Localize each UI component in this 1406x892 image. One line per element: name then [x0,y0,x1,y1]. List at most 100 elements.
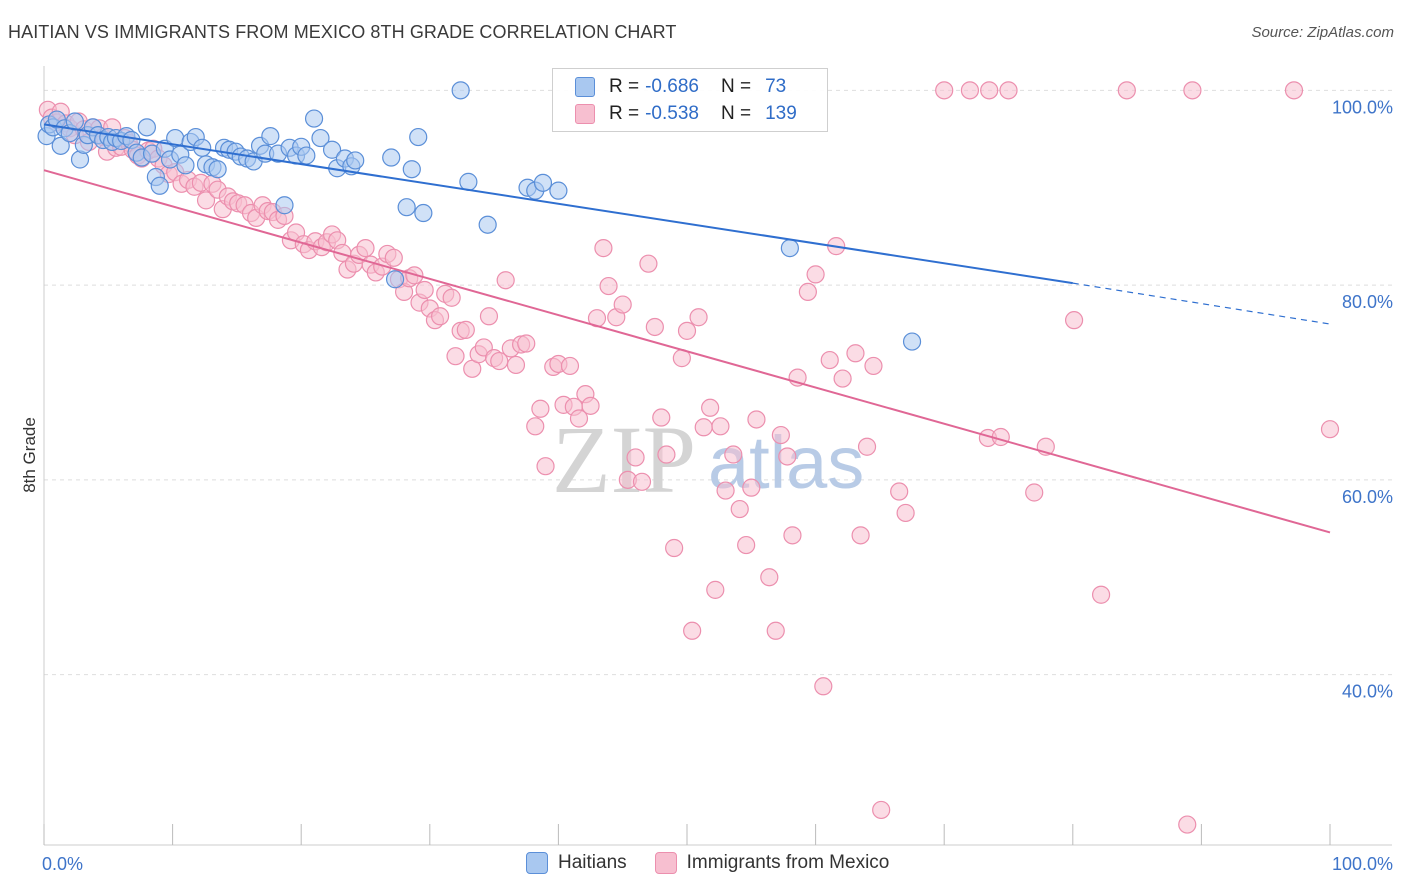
haitian-point [176,156,195,175]
haitian-point [414,203,433,223]
trend-line-pink [43,169,1331,534]
legend-r-value: -0.538 [645,103,699,124]
mexico-point [820,350,839,370]
mexico-point [677,321,697,340]
haitian-point [385,270,405,289]
legend-r-label: R = [609,103,640,124]
mexico-point [771,425,790,445]
haitian-point [459,172,478,191]
legend-item-haitians[interactable]: Haitians [526,852,627,874]
mexico-point [694,418,713,437]
mexico-point [442,288,461,307]
trend-line-blue [43,123,1073,285]
mexico-point [645,317,664,337]
mexico-point [531,399,550,418]
mexico-point [496,271,515,290]
mexico-point [960,81,980,100]
mexico-point [665,538,684,558]
haitian-point [478,215,497,234]
legend-row-mexico: R = -0.538 N = 139 [575,101,797,127]
haitian-point [275,196,294,215]
mexico-point [536,457,555,476]
haitian-point [150,176,169,195]
mexico-point [783,526,802,545]
haitian-point [402,160,421,179]
x-tick-label: 100.0% [1332,854,1393,874]
mexico-point [798,282,817,302]
mexico-point [446,347,465,366]
mexico-point [760,568,779,587]
mexico-point [778,447,797,466]
legend-item-mexico[interactable]: Immigrants from Mexico [654,852,890,874]
mexico-point [196,191,216,210]
mexico-point [1117,81,1136,100]
mexico-point [766,621,785,640]
haitian-point [451,81,470,100]
mexico-point [415,280,434,300]
legend-n-label: N = [720,76,752,97]
mexico-point [632,472,652,491]
haitian-point [780,238,799,258]
mexico-point [814,677,833,696]
haitian-point [261,127,280,146]
legend-swatch-mexico [654,852,677,874]
mexico-point [456,320,475,339]
mexico-point [730,499,749,519]
mexico-point [833,369,852,388]
haitian-point [902,332,922,351]
series-legend: Haitians Immigrants from Mexico [526,852,917,874]
legend-label-haitians: Haitians [558,852,627,873]
mexico-point [851,526,870,545]
y-axis-title: 8th Grade [20,417,39,493]
mexico-point [1178,815,1197,834]
mexico-point [980,81,999,100]
mexico-point [1284,81,1304,100]
axes [43,66,1392,846]
mexico-point [626,448,645,467]
mexico-point [747,410,766,429]
haitian-point [304,109,324,128]
mexico-point [935,81,954,100]
mexico-point [594,238,613,258]
legend-swatch-mexico [575,104,595,124]
legend-n-value: 139 [765,103,797,124]
mexico-point [846,344,865,363]
mexico-point [356,238,375,258]
haitian-point [549,181,568,200]
legend-swatch-haitians [575,77,595,97]
mexico-point [689,308,708,327]
y-tick-label: 60.0% [1342,487,1393,507]
haitian-point [382,148,401,167]
legend-label-mexico: Immigrants from Mexico [686,852,890,873]
mexico-point [581,396,600,415]
mexico-point [1025,483,1044,502]
haitian-point [322,140,342,159]
haitian-point [346,151,365,170]
trend-line-extension-blue [1072,282,1331,325]
mexico-point [683,621,702,640]
mexico-point [890,482,909,501]
mexico-point [1064,311,1084,330]
mexico-point [1320,420,1340,439]
legend-swatch-haitians [526,852,548,874]
axis-labels: 100.0% 80.0% 60.0% 40.0% 0.0% 100.0% 8th Grade [20,97,1393,874]
mexico-point [706,580,725,599]
y-tick-label: 100.0% [1332,97,1393,117]
y-tick-label: 40.0% [1342,682,1393,702]
haitian-point [51,136,70,155]
mexico-point [652,408,671,427]
haitian-point [208,160,227,179]
mexico-point [701,398,720,417]
mexico-point [569,409,589,428]
haitian-point [137,118,156,137]
mexico-point [479,307,499,326]
legend-r-label: R = [609,76,640,97]
mexico-point [384,248,403,267]
legend-row-haitians: R = -0.686 N = 73 [575,74,786,100]
source-label: Source: ZipAtlas.com [1251,24,1394,41]
mexico-point [737,535,756,555]
mexico-point [506,355,526,375]
legend-r-value: -0.686 [645,76,699,97]
mexico-point [872,800,891,820]
